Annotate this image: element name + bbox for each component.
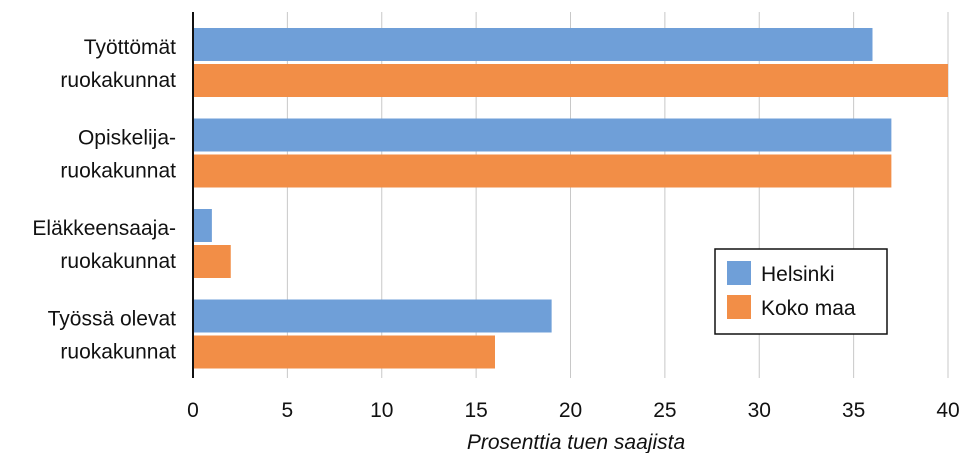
category-label-line: Työttömät	[84, 36, 176, 59]
x-tick-label: 25	[653, 399, 676, 422]
bar-helsinki	[193, 209, 212, 242]
x-axis-title: Prosenttia tuen saajista	[467, 431, 685, 453]
bar-koko-maa	[193, 64, 948, 97]
x-tick-labels: 0 5 10 15 20 25 30 35 40	[187, 399, 960, 422]
x-tick-label: 0	[187, 399, 199, 422]
category-label: Opiskelija-ruokakunnat	[60, 127, 176, 183]
bar-koko-maa	[193, 154, 892, 188]
x-tick-label: 40	[936, 399, 959, 422]
category-label: Eläkkeensaaja-ruokakunnat	[32, 217, 176, 273]
legend-swatch	[727, 261, 751, 285]
category-label-line: ruokakunnat	[60, 160, 176, 183]
bar-helsinki	[193, 118, 892, 152]
category-label-line: ruokakunnat	[60, 69, 176, 92]
bar-helsinki	[193, 299, 552, 333]
bar-helsinki	[193, 28, 873, 61]
category-labels: Työttömät ruokakunnatOpiskelija-ruokakunn…	[32, 36, 176, 364]
category-label: Työttömät ruokakunnat	[60, 36, 176, 92]
x-tick-label: 5	[282, 399, 294, 422]
legend-label: Koko maa	[761, 297, 856, 320]
bar-koko-maa	[193, 335, 495, 369]
category-label: Työssä olevat ruokakunnat	[48, 308, 177, 364]
category-label-line: Eläkkeensaaja-	[32, 217, 176, 240]
x-tick-label: 35	[842, 399, 865, 422]
category-label-line: ruokakunnat	[60, 341, 176, 364]
x-tick-label: 15	[464, 399, 487, 422]
bars	[193, 28, 948, 369]
legend: Helsinki Koko maa	[714, 248, 888, 335]
category-label-line: Opiskelija-	[78, 127, 176, 150]
bar-koko-maa	[193, 245, 231, 278]
legend-label: Helsinki	[761, 263, 835, 286]
x-tick-label: 30	[748, 399, 771, 422]
category-label-line: Työssä olevat	[48, 308, 177, 331]
legend-swatch	[727, 295, 751, 319]
category-label-line: ruokakunnat	[60, 250, 176, 273]
x-tick-label: 20	[559, 399, 582, 422]
x-tick-label: 10	[370, 399, 393, 422]
